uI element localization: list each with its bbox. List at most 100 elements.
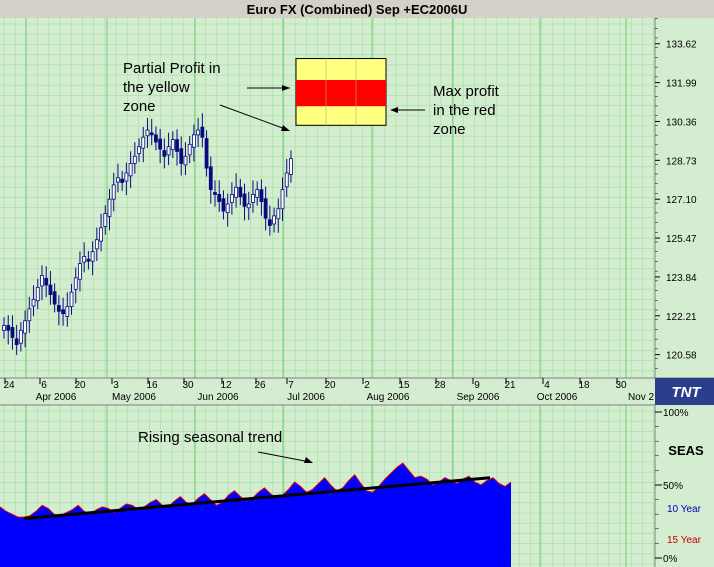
price-bar-body [200, 126, 205, 138]
price-bar-body [251, 194, 255, 203]
date-month-label: Jul 2006 [287, 392, 325, 403]
chart-title: Euro FX (Combined) Sep +EC2006U [247, 2, 468, 17]
date-day-label: 20 [74, 380, 86, 391]
date-day-label: 15 [398, 380, 410, 391]
price-bar-body [225, 203, 230, 213]
price-bar-body [35, 287, 40, 302]
price-bar-body [196, 129, 201, 136]
price-bar-body [40, 275, 44, 287]
seasonal-trend-label: Rising seasonal trend [138, 429, 282, 446]
price-bar-body [242, 193, 247, 207]
price-tick-label: 123.84 [666, 273, 697, 284]
date-day-label: 20 [324, 380, 336, 391]
partial-profit-line-2: the yellow [123, 79, 190, 96]
seasonal-trend-line [23, 476, 491, 521]
price-tick-label: 125.47 [666, 234, 697, 245]
price-bar-body [213, 192, 217, 195]
date-day-label: 12 [220, 380, 232, 391]
price-bar-body [107, 198, 112, 217]
seasonal-area [0, 463, 511, 567]
price-bar-body [52, 291, 57, 305]
price-bar-body [238, 186, 243, 198]
price-bar-body [48, 284, 53, 295]
seasonal-trend-arrow [257, 451, 311, 463]
logo-text: TNT [671, 384, 702, 401]
price-axis-ticks: 120.58 122.21 123.84 125.47 127.10 128.73 130.… [655, 18, 697, 379]
price-bar-body [267, 219, 272, 226]
price-bar-body [111, 184, 116, 200]
date-month-label: Apr 2006 [36, 392, 77, 403]
price-bar-body [94, 239, 99, 250]
profit-zones [295, 58, 387, 126]
price-bar-body [44, 277, 49, 286]
date-day-label: 21 [504, 380, 516, 391]
price-bar-body [61, 309, 65, 315]
date-day-label: 2 [364, 380, 370, 391]
price-bar-body [145, 129, 150, 137]
price-bar-body [23, 320, 28, 334]
price-bar-body [263, 198, 268, 219]
date-day-label: 30 [182, 380, 194, 391]
max-profit-line-1: Max profit [433, 83, 500, 100]
price-bar-body [255, 189, 260, 198]
legend-15-year: 15 Year [667, 535, 702, 546]
date-month-label: Nov 2 [628, 392, 655, 403]
price-bar-body [65, 306, 70, 317]
price-bar-body [2, 325, 6, 331]
date-day-label: 30 [615, 380, 627, 391]
date-axis [0, 378, 655, 405]
seasonal-trend-annotation: Rising seasonal trend [138, 429, 313, 463]
price-bar-body [259, 189, 264, 202]
seasonal-label: SEAS [668, 443, 704, 458]
price-bar-body [99, 227, 103, 242]
price-bar-body [149, 132, 154, 136]
price-tick-label: 133.62 [666, 40, 697, 51]
price-tick-label: 128.73 [666, 156, 697, 167]
date-month-label: Sep 2006 [457, 392, 500, 403]
price-bar-body [31, 298, 36, 307]
price-bar-body [6, 325, 11, 331]
date-day-label: 18 [578, 380, 590, 391]
price-bar-body [158, 138, 163, 150]
seasonal-tick-label: 100% [663, 408, 689, 419]
price-axis [655, 18, 714, 378]
date-month-label: Oct 2006 [537, 392, 578, 403]
price-bar-body [191, 134, 196, 148]
date-month-label: Aug 2006 [367, 392, 410, 403]
price-bar-body [141, 136, 146, 149]
price-bar-body [10, 327, 15, 338]
date-day-label: 26 [254, 380, 266, 391]
seasonal-axis-ticks: 100% 50% 0% [655, 408, 689, 565]
seasonal-axis [655, 405, 714, 567]
price-bar-body [90, 251, 95, 262]
partial-profit-line-3: zone [123, 98, 156, 115]
red-zone [296, 79, 386, 107]
legend-10-year: 10 Year [667, 504, 702, 515]
price-bar-body [187, 143, 192, 156]
max-profit-annotation: Max profit in the red zone [390, 83, 500, 138]
price-bar-body [137, 146, 141, 154]
price-bar-body [170, 139, 175, 151]
price-bar-body [103, 213, 108, 227]
price-bar-body [221, 198, 226, 212]
date-day-label: 6 [41, 380, 47, 391]
date-day-label: 3 [113, 380, 119, 391]
max-profit-line-2: in the red [433, 102, 496, 119]
date-day-label: 28 [434, 380, 446, 391]
seasonal-tick-label: 0% [663, 554, 678, 565]
seasonal-tick-label: 50% [663, 481, 683, 492]
price-bar-body [208, 166, 213, 191]
price-bar-body [82, 256, 87, 263]
price-bar-body [27, 308, 32, 322]
date-month-label: Jun 2006 [197, 392, 239, 403]
price-tick-label: 131.99 [666, 79, 697, 90]
price-bar-body [69, 291, 74, 307]
price-bar-body [154, 134, 158, 143]
price-tick-label: 130.36 [666, 117, 697, 128]
title-bar [0, 0, 714, 18]
partial-profit-annotation: Partial Profit in the yellow zone [123, 60, 290, 131]
partial-profit-line-1: Partial Profit in [123, 60, 221, 77]
price-bar-body [204, 138, 209, 169]
tnt-logo: TNT [655, 378, 714, 405]
price-bar-body [217, 194, 222, 202]
